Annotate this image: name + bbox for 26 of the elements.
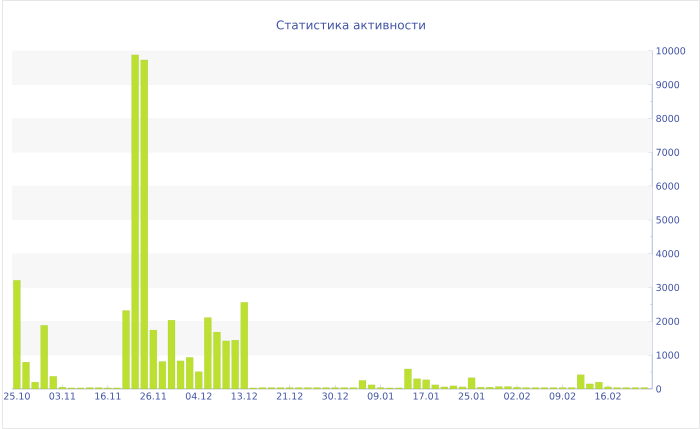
x-tick-label: 16.11: [95, 392, 121, 400]
x-tick-label: 02.02: [504, 392, 530, 400]
y-tick-label: 6000: [656, 182, 680, 190]
x-tick-label: 26.11: [140, 392, 166, 400]
x-tick-label: 09.01: [368, 392, 394, 400]
y-tick-label: 2000: [656, 318, 680, 325]
x-tick-label: 30.12: [322, 392, 348, 400]
y-tick-label: 1000: [656, 352, 680, 359]
y-tick-label: 10000: [656, 47, 686, 55]
x-tick-label: 09.02: [550, 392, 576, 400]
x-tick-label: 04.12: [186, 392, 212, 400]
y-tick-label: 7000: [656, 148, 680, 156]
y-tick-label: 3000: [656, 284, 680, 292]
y-tick-label: 5000: [656, 216, 680, 224]
x-tick-label: 25.01: [458, 392, 484, 400]
chart-title: Статистика активности: [276, 20, 425, 30]
y-tick-label: 0: [656, 385, 662, 393]
x-tick-label: 17.01: [414, 392, 439, 400]
x-tick-label: 03.11: [49, 392, 76, 400]
x-tick-label: 13.12: [232, 392, 257, 400]
y-tick-label: 4000: [656, 250, 680, 258]
y-tick-label: 8000: [656, 114, 680, 122]
y-tick-label: 9000: [656, 81, 680, 88]
x-tick-label: 21.12: [276, 392, 302, 400]
x-tick-label: 25.10: [4, 392, 30, 400]
x-tick-label: 16.02: [596, 392, 621, 400]
